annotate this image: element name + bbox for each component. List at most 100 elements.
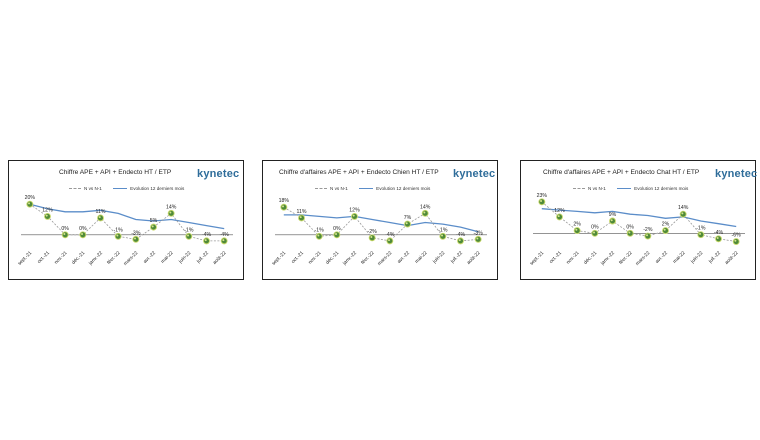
yoy-point: [439, 232, 447, 240]
data-label: -3%: [131, 230, 141, 236]
data-label: 0%: [61, 226, 69, 232]
yoy-point: [280, 203, 288, 211]
kynetec-logo: kynetec: [197, 168, 240, 180]
yoy-point-highlight: [458, 239, 461, 242]
yoy-point-highlight: [45, 214, 48, 217]
data-label: -1%: [696, 226, 706, 232]
yoy-point: [97, 214, 104, 222]
data-label: 9%: [609, 212, 617, 218]
yoy-point: [626, 229, 634, 237]
legend-label-rolling: Evolution 12 derniers mois: [634, 186, 689, 191]
yoy-point-highlight: [282, 205, 285, 208]
yoy-point: [185, 232, 193, 240]
yoy-point: [220, 237, 228, 245]
yoy-point: [679, 210, 687, 218]
legend-label-yoy: N vs N-1: [588, 186, 606, 191]
x-tick-label: sept.-21: [17, 250, 34, 267]
data-label: 7%: [404, 215, 412, 221]
x-tick-label: juil.-22: [195, 250, 210, 265]
chart-title: Chiffre d'affaires APE + API + Endecto C…: [543, 169, 700, 176]
data-label: -4%: [202, 232, 212, 238]
data-label: 0%: [333, 226, 341, 232]
yoy-point-highlight: [405, 222, 408, 225]
yoy-point: [609, 217, 616, 225]
yoy-point-highlight: [187, 234, 190, 237]
yoy-point-highlight: [628, 231, 631, 234]
x-tick-label: oct.-21: [290, 250, 305, 265]
chart-legend: N vs N-1 Evolution 12 derniers mois: [315, 185, 440, 191]
legend-label-yoy: N vs N-1: [84, 186, 102, 191]
rolling-12m-line: [541, 208, 737, 228]
x-tick-label: juin-22: [689, 250, 704, 265]
x-tick-label: déc.-21: [71, 250, 87, 266]
yoy-point: [715, 235, 722, 243]
data-label: 12%: [349, 207, 360, 213]
data-label: 14%: [166, 204, 177, 210]
yoy-point: [404, 220, 411, 228]
yoy-point: [167, 209, 175, 217]
x-tick-label: janv.-22: [599, 250, 616, 267]
yoy-point: [61, 231, 69, 239]
data-label: -1%: [114, 227, 124, 233]
yoy-point-highlight: [734, 239, 737, 242]
yoy-point-highlight: [388, 239, 391, 242]
yoy-point: [114, 232, 122, 240]
yoy-point: [44, 212, 51, 220]
yoy-point: [386, 237, 394, 245]
chart-svg: 20% 12% 0% 0% 11% -1% -3% 5% 14% -1% -4% -4% sept.-2…: [17, 195, 233, 267]
data-label: 18%: [279, 198, 290, 204]
x-tick-label: déc.-21: [325, 250, 341, 266]
yoy-point: [732, 238, 740, 245]
chart-svg: 23% 12% 2% 0% 9% 0% -2% 2% 14% -1% -4% -6% sept.-21 o…: [529, 193, 745, 267]
x-tick-label: août-22: [724, 250, 740, 266]
yoy-point-highlight: [317, 234, 320, 237]
x-tick-label: févr.-22: [360, 250, 376, 266]
data-label: 20%: [25, 195, 36, 201]
yoy-point-highlight: [610, 219, 613, 222]
yoy-point-highlight: [352, 214, 355, 217]
data-label: 11%: [96, 209, 106, 215]
rolling-12m-line: [283, 214, 479, 233]
yoy-point-highlight: [575, 228, 578, 231]
yoy-point-highlight: [169, 211, 172, 214]
x-tick-label: sept.-21: [529, 250, 546, 267]
x-tick-label: avr.-22: [654, 250, 669, 265]
yoy-point: [368, 234, 376, 242]
data-label: -2%: [368, 229, 378, 235]
yoy-point-highlight: [699, 232, 702, 235]
yoy-point: [315, 232, 323, 240]
x-tick-label: janv.-22: [87, 250, 104, 267]
chart-svg: 18% 11% -1% 0% 12% -2% -4% 7% 14% -1% -4% -3% sept.-…: [271, 198, 487, 267]
yoy-point-highlight: [423, 211, 426, 214]
yoy-point-highlight: [540, 200, 543, 203]
data-label: 14%: [678, 205, 689, 211]
x-tick-label: juil.-22: [449, 250, 464, 265]
yoy-point: [662, 227, 669, 235]
yoy-point-highlight: [370, 236, 373, 239]
x-tick-label: sept.-21: [271, 250, 288, 267]
data-label: 0%: [79, 226, 87, 232]
x-tick-label: avr.-22: [396, 250, 411, 265]
yoy-point: [421, 209, 429, 217]
yoy-point-highlight: [28, 202, 31, 205]
chart-legend: N vs N-1 Evolution 12 derniers mois: [573, 185, 698, 191]
yoy-point-highlight: [81, 232, 84, 235]
yoy-point-highlight: [335, 232, 338, 235]
data-label: 0%: [591, 224, 599, 230]
x-tick-label: mai-22: [414, 250, 429, 265]
yoy-point: [697, 231, 705, 239]
data-label: -2%: [643, 227, 653, 233]
yoy-point: [298, 214, 305, 222]
yoy-point-highlight: [441, 234, 444, 237]
data-label: -1%: [315, 227, 325, 233]
yoy-point-highlight: [151, 225, 154, 228]
yoy-point: [333, 231, 341, 239]
data-label: -4%: [456, 232, 466, 238]
yoy-point: [351, 212, 358, 220]
data-label: -6%: [732, 233, 742, 239]
yoy-point: [150, 223, 157, 231]
x-tick-label: nov.-21: [565, 250, 581, 266]
yoy-point-highlight: [134, 237, 137, 240]
yoy-point: [79, 231, 87, 239]
yoy-point: [457, 237, 464, 245]
